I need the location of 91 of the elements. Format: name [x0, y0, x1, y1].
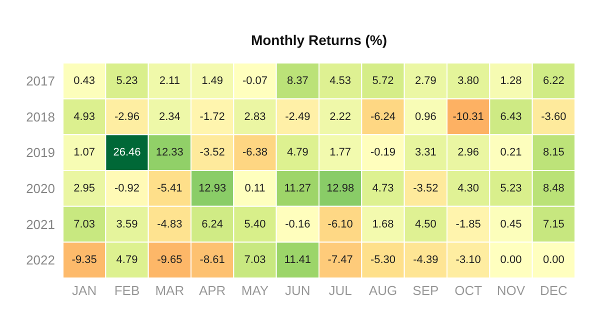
data-label: 2.22 — [330, 110, 352, 123]
data-label: 12.33 — [156, 146, 184, 159]
y-tick-label: 2022 — [26, 252, 55, 268]
data-label: 4.53 — [330, 74, 352, 87]
data-label: -1.72 — [200, 110, 225, 123]
data-label: -6.10 — [328, 218, 353, 230]
data-label: 2.34 — [158, 110, 180, 123]
data-label: 6.24 — [202, 218, 224, 230]
y-tick-label: 2018 — [26, 109, 55, 124]
data-label: 1.49 — [202, 74, 224, 87]
x-tick-label: OCT — [454, 283, 482, 298]
x-tick-label: APR — [198, 283, 226, 298]
data-label: 26.46 — [113, 146, 141, 159]
data-label: 5.40 — [244, 218, 266, 230]
data-label: -2.96 — [114, 110, 140, 123]
data-label: -0.07 — [242, 74, 268, 87]
data-label: 5.72 — [372, 74, 394, 87]
y-tick-label: 2021 — [26, 216, 55, 232]
data-label: -9.65 — [157, 254, 182, 266]
data-label: 1.68 — [372, 218, 394, 230]
data-label: 12.98 — [326, 182, 354, 194]
data-label: 8.15 — [542, 146, 564, 159]
x-tick-label: DEC — [540, 283, 568, 298]
data-label: 8.48 — [542, 182, 564, 194]
data-label: 4.79 — [286, 146, 308, 159]
x-tick-label: SEP — [412, 283, 439, 298]
data-label: 7.03 — [244, 254, 266, 266]
y-tick-label: 2017 — [26, 74, 55, 89]
data-label: 4.73 — [372, 182, 394, 194]
data-label: -10.31 — [452, 110, 484, 123]
data-label: -3.60 — [541, 110, 566, 123]
data-label: -3.52 — [200, 146, 225, 159]
data-label: -9.35 — [72, 254, 97, 266]
data-label: -6.38 — [242, 146, 268, 159]
data-label: -4.83 — [157, 218, 182, 230]
data-label: 4.93 — [74, 110, 96, 123]
data-label: 0.96 — [414, 110, 436, 123]
data-label: 11.27 — [284, 182, 312, 194]
x-tick-label: FEB — [114, 283, 140, 298]
data-label: -5.41 — [157, 182, 182, 194]
data-label: 0.00 — [542, 254, 564, 266]
data-label: 2.83 — [244, 110, 266, 123]
data-label: 5.23 — [500, 182, 522, 194]
data-label: -6.24 — [370, 110, 396, 123]
data-label: -3.10 — [456, 254, 481, 266]
data-label: 2.79 — [414, 74, 436, 87]
data-label: 1.77 — [330, 146, 352, 159]
data-label: 2.11 — [159, 74, 180, 87]
data-label: -0.92 — [114, 182, 140, 194]
data-label: 7.15 — [542, 218, 564, 230]
data-label: 0.45 — [500, 218, 522, 230]
data-label: 8.37 — [286, 74, 308, 87]
data-label: 0.21 — [500, 146, 522, 159]
data-label: -7.47 — [328, 254, 353, 266]
chart-title: Monthly Returns (%) — [250, 32, 388, 48]
x-tick-label: JUN — [285, 283, 310, 298]
data-label: 11.41 — [284, 254, 312, 266]
data-label: -2.49 — [285, 110, 310, 123]
data-label: 2.95 — [74, 182, 96, 194]
data-label: -5.30 — [370, 254, 396, 266]
data-label: -3.52 — [413, 182, 438, 194]
data-label: 0.00 — [500, 254, 522, 266]
data-label: 0.11 — [244, 182, 266, 194]
data-label: 1.28 — [500, 74, 522, 87]
data-label: 4.79 — [116, 254, 138, 266]
data-label: 1.07 — [74, 146, 96, 159]
data-label: 4.30 — [458, 182, 480, 194]
data-label: 0.43 — [74, 74, 96, 87]
x-tick-label: JUL — [328, 283, 352, 298]
data-label: -8.61 — [200, 254, 225, 266]
x-tick-label: MAY — [241, 283, 269, 298]
data-label: -4.39 — [413, 254, 438, 266]
data-label: 6.22 — [542, 74, 564, 87]
data-label: 3.31 — [414, 146, 436, 159]
data-label: -0.16 — [285, 218, 310, 230]
y-tick-label: 2020 — [26, 181, 55, 196]
data-label: -0.19 — [370, 146, 396, 159]
data-label: 3.59 — [116, 218, 138, 230]
x-tick-label: AUG — [368, 283, 398, 298]
data-label: 4.50 — [414, 218, 436, 230]
x-tick-label: JAN — [72, 283, 97, 298]
y-tick-label: 2019 — [26, 145, 55, 160]
data-label: 3.80 — [458, 74, 480, 87]
x-tick-label: MAR — [155, 283, 184, 298]
x-tick-label: NOV — [496, 283, 526, 298]
data-label: 5.23 — [116, 74, 138, 87]
data-label: 6.43 — [500, 110, 522, 123]
data-label: 2.96 — [458, 146, 480, 159]
data-label: -1.85 — [456, 218, 481, 230]
data-label: 12.93 — [198, 182, 226, 194]
data-label: 7.03 — [74, 218, 96, 230]
